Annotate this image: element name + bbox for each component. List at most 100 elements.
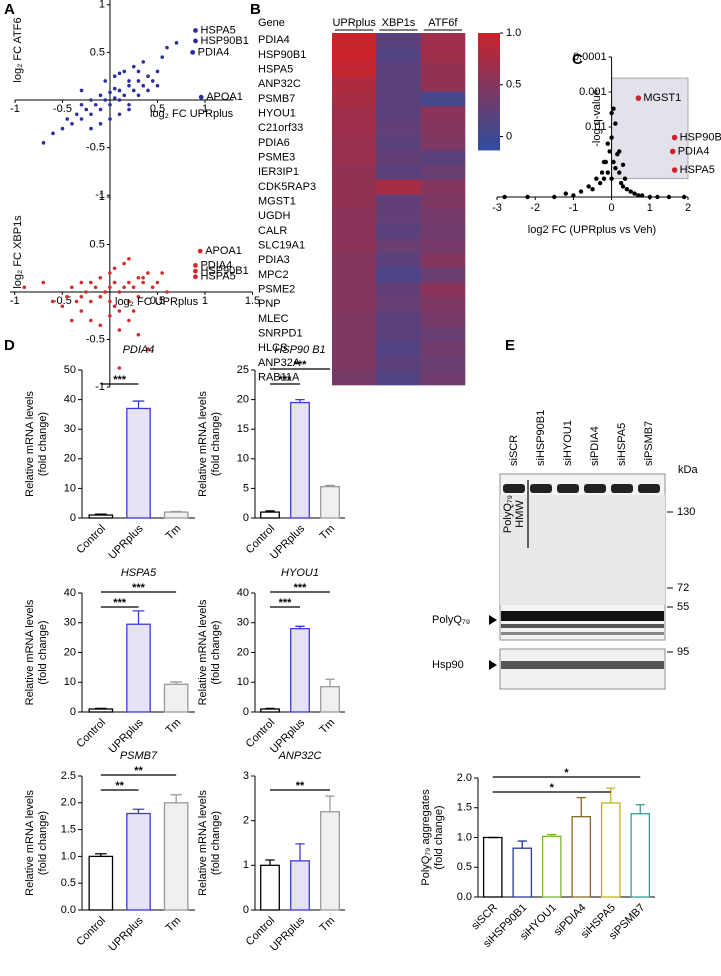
heatmap-cell bbox=[332, 326, 377, 342]
y-tick-label: 1 bbox=[243, 859, 249, 871]
point bbox=[131, 88, 136, 93]
point bbox=[174, 41, 179, 45]
smear-label: PolyQ₇₉ bbox=[502, 495, 514, 533]
point bbox=[98, 323, 103, 328]
heatmap-cell bbox=[376, 282, 421, 298]
heatmap-cell bbox=[332, 341, 377, 356]
row-label: PSME2 bbox=[258, 284, 295, 296]
y-tick-label: 0.5 bbox=[90, 46, 105, 58]
bar bbox=[600, 802, 621, 898]
heatmap-cell bbox=[420, 282, 466, 298]
chart-title: ANP32C bbox=[278, 750, 322, 762]
panel-label: D bbox=[4, 337, 15, 354]
point bbox=[112, 280, 117, 285]
point bbox=[70, 318, 74, 323]
colorbar-segment bbox=[478, 65, 500, 69]
error-bar bbox=[517, 840, 527, 849]
error-bar bbox=[94, 707, 107, 710]
y-tick-label: 2.0 bbox=[61, 797, 76, 809]
x-tick-label: Tm bbox=[317, 523, 337, 543]
point bbox=[112, 266, 117, 271]
x-axis-label: log₂ FC UPRplus bbox=[115, 296, 199, 308]
heatmap-cell bbox=[420, 238, 466, 254]
point bbox=[613, 121, 618, 126]
y-axis-label: (fold change) bbox=[210, 811, 222, 875]
bar bbox=[630, 813, 651, 898]
point bbox=[146, 88, 150, 93]
error-bar bbox=[170, 510, 183, 513]
y-tick-label: 40 bbox=[64, 587, 76, 599]
point bbox=[127, 299, 131, 304]
bar bbox=[163, 802, 189, 911]
heatmap-cell bbox=[376, 209, 421, 224]
y-tick-label: 0.01 bbox=[585, 121, 606, 133]
colorbar-segment bbox=[478, 100, 500, 104]
point bbox=[599, 170, 605, 175]
point bbox=[681, 194, 687, 200]
point bbox=[84, 107, 89, 112]
point bbox=[613, 165, 618, 171]
heatmap-cell bbox=[420, 106, 466, 122]
error-bar bbox=[295, 625, 305, 629]
bar bbox=[126, 812, 151, 911]
point bbox=[502, 194, 507, 200]
y-axis-label: log₂ FC ATF6 bbox=[12, 17, 24, 82]
colorbar-segment bbox=[478, 56, 500, 60]
smear-label: HMW bbox=[514, 500, 526, 528]
blot-band bbox=[530, 484, 552, 493]
colorbar-segment bbox=[478, 71, 500, 75]
y-tick-label: 20 bbox=[237, 646, 249, 658]
column-label: XBP1s bbox=[382, 17, 416, 29]
y-axis-label: Relative mRNA levels bbox=[24, 790, 36, 896]
bar bbox=[290, 860, 310, 911]
colorbar-segment bbox=[478, 68, 500, 72]
point bbox=[155, 280, 160, 285]
y-tick-label: 10 bbox=[237, 453, 249, 465]
y-tick-label: 5 bbox=[243, 482, 249, 494]
colorbar-segment bbox=[478, 73, 500, 78]
colorbar-segment bbox=[478, 138, 500, 142]
significance-label: *** bbox=[113, 597, 127, 609]
point bbox=[60, 304, 65, 309]
point-label: HSPA5 bbox=[680, 164, 715, 176]
highlighted-point bbox=[193, 268, 198, 274]
point bbox=[93, 285, 98, 290]
point bbox=[525, 194, 530, 200]
point bbox=[578, 189, 584, 194]
blot-band bbox=[584, 484, 606, 493]
blot-band bbox=[638, 484, 660, 493]
point bbox=[89, 112, 93, 117]
point bbox=[601, 176, 607, 181]
point bbox=[647, 194, 652, 200]
y-tick-label: 25 bbox=[237, 364, 249, 376]
y-axis-label: Relative mRNA levels bbox=[24, 599, 36, 705]
chart-title: HSPA5 bbox=[121, 567, 157, 579]
x-tick-label: -1 bbox=[10, 103, 20, 115]
band-label: Hsp90 bbox=[432, 659, 464, 671]
bar bbox=[126, 623, 151, 713]
row-label: PSME3 bbox=[258, 152, 295, 164]
row-label: PNP bbox=[258, 298, 281, 310]
heatmap-cell bbox=[332, 62, 377, 78]
y-axis-label: Relative mRNA levels bbox=[197, 599, 209, 705]
heatmap-cell bbox=[376, 47, 421, 63]
western-blot: PolyQ₇₉ HMW PolyQ₇₉ Hsp90 kDa siSCR siHSP… bbox=[432, 410, 698, 690]
panel-label: E bbox=[505, 337, 515, 354]
y-tick-label: 20 bbox=[237, 394, 249, 406]
error-bar bbox=[265, 707, 275, 710]
highlighted-point bbox=[193, 274, 198, 280]
error-bar bbox=[170, 794, 183, 803]
heatmap-cell bbox=[332, 47, 377, 63]
point bbox=[136, 294, 141, 299]
point bbox=[108, 102, 112, 107]
point bbox=[136, 275, 141, 280]
point bbox=[117, 328, 122, 332]
highlighted-point bbox=[198, 94, 204, 100]
point bbox=[122, 69, 127, 74]
lane-label: siPDIA4 bbox=[589, 426, 601, 466]
point bbox=[131, 309, 136, 313]
heatmap-cell bbox=[376, 297, 421, 312]
lane-label: siHYOU1 bbox=[562, 420, 574, 466]
x-tick-label: Tm bbox=[317, 717, 337, 737]
point bbox=[136, 93, 141, 98]
